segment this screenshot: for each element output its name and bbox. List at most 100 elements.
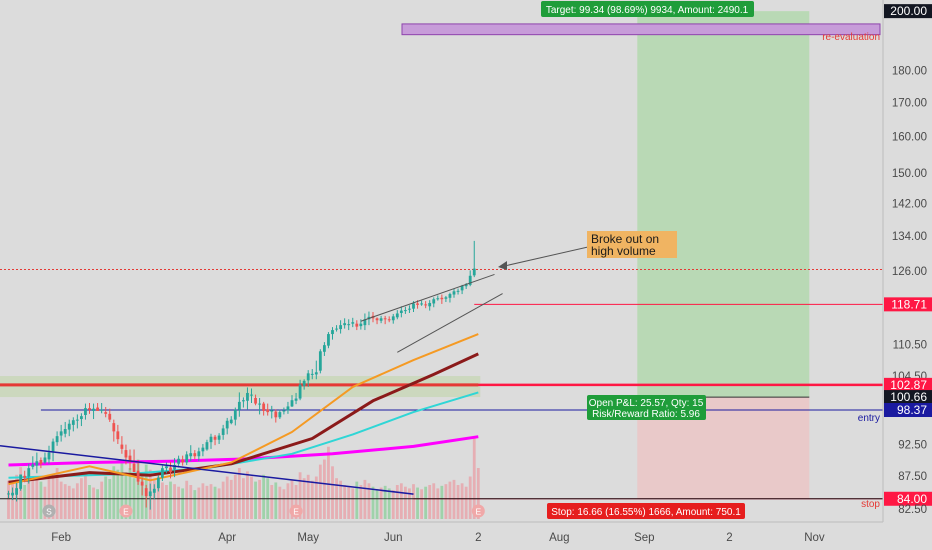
volume-bar <box>116 469 120 519</box>
volume-bar <box>140 474 144 519</box>
price-tick-label: 126.00 <box>892 266 927 278</box>
candle-body <box>88 408 91 410</box>
price-tick: 170.00 <box>892 97 927 109</box>
candle-body <box>96 407 99 411</box>
event-marker-letter: E <box>475 507 481 517</box>
volume-bar <box>217 488 221 519</box>
volume-bar <box>343 485 347 519</box>
volume-bar <box>169 481 172 519</box>
volume-bar <box>371 486 375 519</box>
level-texts: re-evaluation entry stop <box>822 32 880 510</box>
time-tick-label: 2 <box>475 532 481 544</box>
candle-body <box>136 470 140 482</box>
candle-body <box>274 411 278 418</box>
time-tick-label: Jun <box>384 532 403 544</box>
event-marker: S <box>42 504 56 518</box>
volume-bar <box>100 481 104 519</box>
volume-bar <box>35 476 39 519</box>
volume-bar <box>412 484 415 519</box>
candle <box>258 397 261 415</box>
candle <box>351 317 355 328</box>
open-pnl-text: Open P&L: 25.57, Qty: 15 <box>589 398 704 409</box>
price-axis[interactable]: 200.00 180.00 170.00 160.00 150.00 142.00 134.… <box>882 0 932 522</box>
candle-body <box>395 313 399 318</box>
time-tick-label: Sep <box>634 532 654 544</box>
volume-bar <box>161 482 164 519</box>
volume-bar <box>92 487 95 519</box>
stop-label[interactable]: Stop: 16.66 (16.55%) 1666, Amount: 750.1 <box>547 503 745 519</box>
volume-bar <box>456 485 460 519</box>
candle <box>420 300 423 306</box>
candle <box>298 379 302 401</box>
candle <box>161 465 164 481</box>
volume-bar <box>318 464 322 519</box>
candle <box>250 388 253 404</box>
candle <box>233 407 237 426</box>
price-tick-bg <box>884 377 932 392</box>
candle <box>35 452 39 474</box>
moving-average-line <box>8 333 479 486</box>
candle <box>185 451 189 466</box>
price-tick: 180.00 <box>892 65 927 77</box>
candle <box>205 439 209 451</box>
price-tick: 100.66 <box>884 390 932 405</box>
time-tick-label: Feb <box>51 532 71 544</box>
price-tick-label: 100.66 <box>890 390 927 404</box>
volume-bar <box>416 487 419 519</box>
volume-bar <box>177 486 180 519</box>
price-tick: 82.50 <box>898 504 927 516</box>
candle <box>213 434 217 446</box>
candle <box>63 421 67 438</box>
candle <box>343 318 347 329</box>
annotation-arrow <box>499 246 589 268</box>
candle <box>84 403 87 420</box>
time-axis[interactable]: FebAprMayJun2AugSep2Nov2020 <box>0 521 932 550</box>
volume-bar <box>359 485 363 519</box>
candle <box>290 395 294 407</box>
price-tick-bg <box>884 4 932 19</box>
candle-body <box>432 299 436 304</box>
candle-body <box>144 488 148 497</box>
volume-bar <box>23 485 27 519</box>
volume-bar <box>136 459 140 519</box>
volume-bar <box>128 468 132 519</box>
candle <box>282 407 286 415</box>
annotation-line: Broke out on <box>591 232 659 246</box>
volume-bar <box>258 479 261 519</box>
candle-body <box>148 491 152 497</box>
candle-body <box>177 458 180 464</box>
candle-body <box>266 409 270 413</box>
candle <box>310 369 314 380</box>
volume-bar <box>314 476 318 519</box>
candle-body <box>140 481 144 486</box>
target-label[interactable]: Target: 99.34 (98.69%) 9934, Amount: 249… <box>541 1 754 17</box>
candle <box>456 288 460 295</box>
candle <box>144 484 148 508</box>
pnl-label[interactable]: Open P&L: 25.57, Qty: 15 Risk/Reward Rat… <box>587 395 706 420</box>
candle <box>67 419 71 437</box>
volume-bar <box>96 489 99 519</box>
breakout-annotation[interactable]: Broke out on high volume <box>498 231 677 270</box>
volume-bar <box>327 446 330 519</box>
volume-bar <box>306 474 310 519</box>
candle <box>43 452 47 464</box>
event-marker-circle <box>42 504 56 518</box>
event-marker: E <box>289 504 303 518</box>
candle-body <box>39 459 43 464</box>
candle-body <box>161 468 164 478</box>
candle-body <box>298 384 302 399</box>
candle-body <box>375 318 379 321</box>
candle <box>331 327 334 340</box>
event-marker-circle <box>289 504 303 518</box>
volume-bar <box>27 472 31 519</box>
volume-bar <box>185 480 189 519</box>
candle <box>399 306 403 318</box>
target-label-bg <box>541 1 754 17</box>
volume-bar <box>152 479 156 519</box>
candle <box>156 475 160 492</box>
candle-body <box>412 303 415 309</box>
volume-bar <box>367 483 371 519</box>
candle-body <box>43 457 47 463</box>
